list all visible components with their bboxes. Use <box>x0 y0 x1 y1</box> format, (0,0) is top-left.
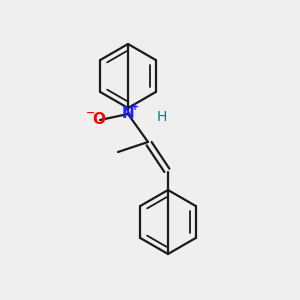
Text: O: O <box>92 112 106 128</box>
Text: −: − <box>86 108 96 118</box>
Text: N: N <box>122 106 134 122</box>
Text: +: + <box>131 102 139 112</box>
Text: H: H <box>157 110 167 124</box>
